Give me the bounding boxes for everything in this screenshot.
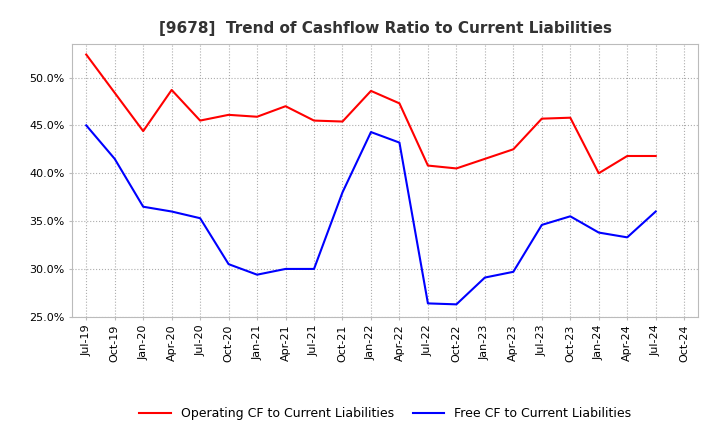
Operating CF to Current Liabilities xyxy=(338,119,347,124)
Free CF to Current Liabilities xyxy=(225,261,233,267)
Operating CF to Current Liabilities xyxy=(167,87,176,92)
Free CF to Current Liabilities xyxy=(595,230,603,235)
Free CF to Current Liabilities xyxy=(310,266,318,271)
Operating CF to Current Liabilities xyxy=(537,116,546,121)
Operating CF to Current Liabilities xyxy=(595,171,603,176)
Free CF to Current Liabilities xyxy=(366,129,375,135)
Operating CF to Current Liabilities xyxy=(139,128,148,134)
Operating CF to Current Liabilities xyxy=(82,52,91,57)
Free CF to Current Liabilities xyxy=(338,190,347,195)
Free CF to Current Liabilities xyxy=(537,222,546,227)
Line: Operating CF to Current Liabilities: Operating CF to Current Liabilities xyxy=(86,55,656,173)
Free CF to Current Liabilities xyxy=(509,269,518,275)
Free CF to Current Liabilities xyxy=(139,204,148,209)
Operating CF to Current Liabilities xyxy=(253,114,261,119)
Free CF to Current Liabilities xyxy=(623,235,631,240)
Legend: Operating CF to Current Liabilities, Free CF to Current Liabilities: Operating CF to Current Liabilities, Fre… xyxy=(135,402,636,425)
Free CF to Current Liabilities xyxy=(253,272,261,277)
Operating CF to Current Liabilities xyxy=(282,103,290,109)
Free CF to Current Liabilities xyxy=(395,140,404,145)
Operating CF to Current Liabilities xyxy=(452,166,461,171)
Operating CF to Current Liabilities xyxy=(480,156,489,161)
Operating CF to Current Liabilities xyxy=(423,163,432,168)
Free CF to Current Liabilities xyxy=(480,275,489,280)
Operating CF to Current Liabilities xyxy=(225,112,233,117)
Free CF to Current Liabilities xyxy=(423,301,432,306)
Free CF to Current Liabilities xyxy=(566,214,575,219)
Operating CF to Current Liabilities xyxy=(366,88,375,94)
Free CF to Current Liabilities xyxy=(452,302,461,307)
Operating CF to Current Liabilities xyxy=(196,118,204,123)
Free CF to Current Liabilities xyxy=(196,216,204,221)
Operating CF to Current Liabilities xyxy=(395,101,404,106)
Operating CF to Current Liabilities xyxy=(110,90,119,95)
Free CF to Current Liabilities xyxy=(282,266,290,271)
Free CF to Current Liabilities xyxy=(110,156,119,161)
Operating CF to Current Liabilities xyxy=(623,154,631,159)
Title: [9678]  Trend of Cashflow Ratio to Current Liabilities: [9678] Trend of Cashflow Ratio to Curren… xyxy=(158,21,612,36)
Operating CF to Current Liabilities xyxy=(652,154,660,159)
Operating CF to Current Liabilities xyxy=(509,147,518,152)
Line: Free CF to Current Liabilities: Free CF to Current Liabilities xyxy=(86,125,656,304)
Free CF to Current Liabilities xyxy=(167,209,176,214)
Operating CF to Current Liabilities xyxy=(566,115,575,121)
Free CF to Current Liabilities xyxy=(82,123,91,128)
Operating CF to Current Liabilities xyxy=(310,118,318,123)
Free CF to Current Liabilities xyxy=(652,209,660,214)
